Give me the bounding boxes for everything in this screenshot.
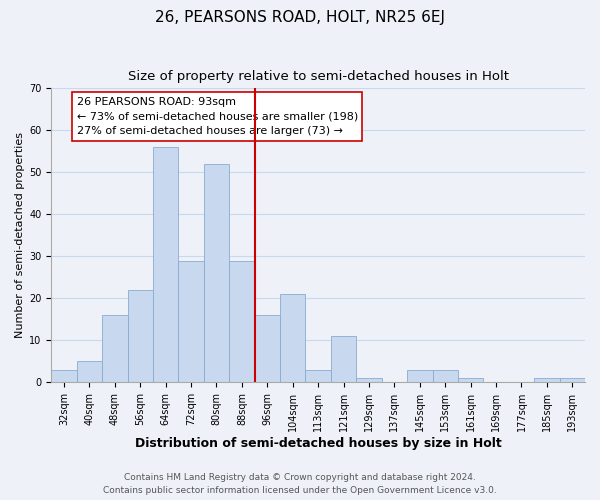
Bar [433,370,458,382]
Bar [305,370,331,382]
X-axis label: Distribution of semi-detached houses by size in Holt: Distribution of semi-detached houses by … [135,437,502,450]
Bar [356,378,382,382]
Bar [51,370,77,382]
Text: Contains HM Land Registry data © Crown copyright and database right 2024.
Contai: Contains HM Land Registry data © Crown c… [103,474,497,495]
Bar [458,378,484,382]
Title: Size of property relative to semi-detached houses in Holt: Size of property relative to semi-detach… [128,70,509,83]
Bar [560,378,585,382]
Bar [280,294,305,382]
Bar [229,260,254,382]
Text: 26, PEARSONS ROAD, HOLT, NR25 6EJ: 26, PEARSONS ROAD, HOLT, NR25 6EJ [155,10,445,25]
Bar [128,290,153,382]
Bar [77,362,102,382]
Text: 26 PEARSONS ROAD: 93sqm
← 73% of semi-detached houses are smaller (198)
27% of s: 26 PEARSONS ROAD: 93sqm ← 73% of semi-de… [77,96,358,136]
Bar [534,378,560,382]
Bar [407,370,433,382]
Bar [331,336,356,382]
Bar [102,315,128,382]
Bar [178,260,204,382]
Bar [254,315,280,382]
Bar [204,164,229,382]
Bar [153,147,178,382]
Y-axis label: Number of semi-detached properties: Number of semi-detached properties [15,132,25,338]
